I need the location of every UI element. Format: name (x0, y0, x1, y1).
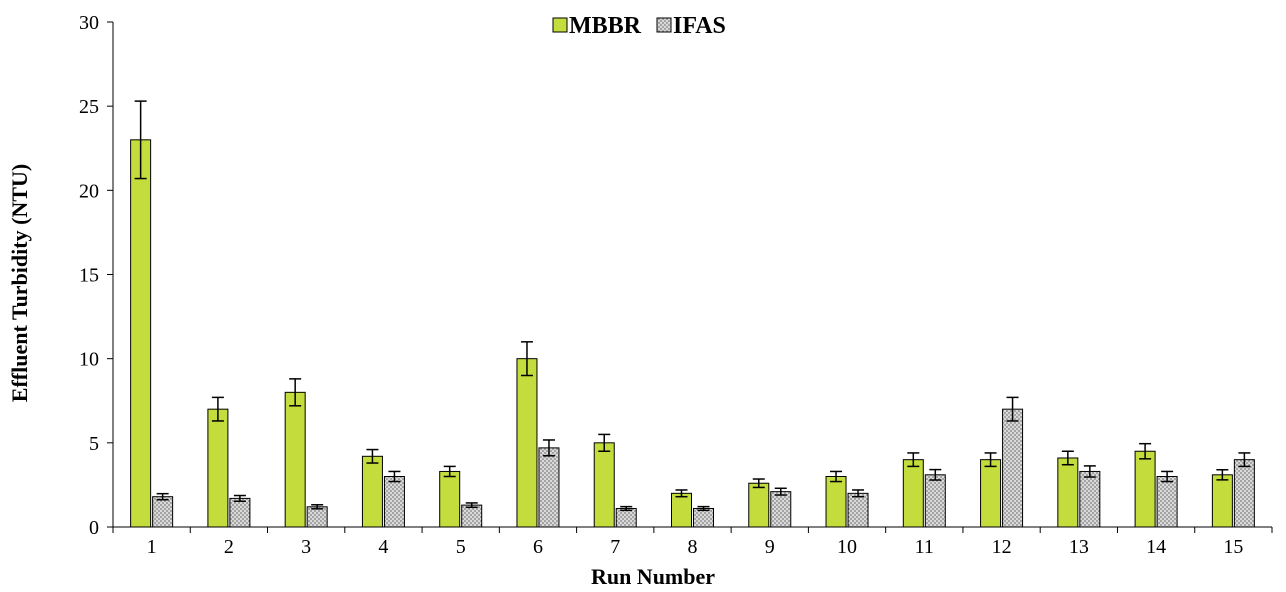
bar-ifas (615, 507, 637, 528)
bar-mbbr (825, 476, 847, 528)
y-axis: 0 5 10 15 20 25 30 (79, 12, 114, 539)
bar-mbbr (361, 455, 383, 528)
x-tick-label: 12 (992, 536, 1012, 558)
x-tick-label: 9 (765, 536, 775, 558)
error-bar-ifas (774, 487, 787, 496)
error-bar-mbbr (366, 448, 379, 464)
bar-mbbr (207, 408, 229, 528)
error-bars (134, 100, 1251, 512)
legend-item-mbbr: MBBR (552, 13, 642, 39)
bar-mbbr (284, 391, 306, 528)
legend-swatch (552, 17, 568, 33)
y-tick-label: 10 (79, 349, 99, 371)
bar-mbbr (1057, 457, 1079, 528)
x-tick-label: 7 (610, 536, 620, 558)
error-bar-mbbr (134, 100, 147, 180)
bar-mbbr (516, 358, 538, 528)
bar-mbbr (980, 459, 1002, 528)
bar-mbbr (593, 442, 615, 528)
error-bar-mbbr (520, 341, 533, 377)
error-bar-ifas (156, 492, 169, 501)
x-tick-label: 15 (1223, 536, 1243, 558)
bar-mbbr (1134, 450, 1156, 528)
bars (130, 139, 1255, 528)
error-bar-mbbr (984, 452, 997, 468)
bar-ifas (1156, 476, 1178, 528)
error-bar-ifas (233, 494, 246, 502)
x-tick-label: 2 (224, 536, 234, 558)
bar-ifas (152, 496, 174, 528)
x-axis: 1 2 3 4 5 6 7 8 9 10 11 12 13 14 15 (112, 526, 1273, 558)
bar-ifas (383, 476, 405, 528)
legend-swatch (656, 17, 672, 33)
x-tick-label: 14 (1146, 536, 1166, 558)
error-bar-ifas (1238, 452, 1251, 468)
legend: MBBR IFAS (552, 13, 726, 39)
error-bar-mbbr (752, 478, 765, 489)
legend-label: IFAS (673, 13, 726, 39)
error-bar-mbbr (289, 378, 302, 407)
bar-ifas (1002, 408, 1024, 528)
bar-mbbr (902, 459, 924, 528)
y-tick-label: 25 (79, 96, 99, 118)
error-bar-mbbr (598, 433, 611, 452)
error-bar-mbbr (830, 470, 843, 483)
error-bar-ifas (929, 468, 942, 481)
x-tick-label: 8 (688, 536, 698, 558)
y-tick-label: 20 (79, 180, 99, 202)
bar-mbbr (1211, 474, 1233, 528)
error-bar-ifas (852, 489, 865, 498)
error-bar-ifas (697, 505, 710, 512)
error-bar-mbbr (907, 452, 920, 468)
y-tick-label: 0 (89, 517, 99, 539)
error-bar-mbbr (675, 489, 688, 498)
error-bar-ifas (388, 470, 401, 483)
error-bar-ifas (1161, 470, 1174, 483)
error-bar-mbbr (211, 396, 224, 422)
legend-label: MBBR (569, 13, 642, 39)
error-bar-ifas (311, 504, 324, 510)
bar-mbbr (439, 470, 461, 528)
x-tick-label: 11 (915, 536, 934, 558)
error-bar-ifas (465, 502, 478, 509)
error-bar-mbbr (1139, 442, 1152, 460)
error-bar-ifas (620, 505, 633, 512)
x-axis-title: Run Number (591, 564, 715, 589)
bar-ifas (770, 491, 792, 528)
error-bar-ifas (1083, 465, 1096, 478)
x-tick-label: 6 (533, 536, 543, 558)
x-tick-label: 10 (837, 536, 857, 558)
x-tick-label: 1 (147, 536, 157, 558)
bar-ifas (1079, 470, 1101, 528)
x-tick-label: 13 (1069, 536, 1089, 558)
bar-ifas (229, 497, 251, 528)
error-bar-mbbr (443, 465, 456, 478)
x-tick-label: 5 (456, 536, 466, 558)
bar-ifas (306, 506, 328, 528)
y-axis-title: Effluent Turbidity (NTU) (7, 164, 32, 402)
error-bar-ifas (1006, 396, 1019, 422)
bar-ifas (693, 507, 714, 528)
bar-ifas (847, 492, 869, 528)
bar-mbbr (748, 482, 770, 528)
y-tick-label: 30 (79, 12, 99, 34)
legend-item-ifas: IFAS (656, 13, 726, 39)
bar-ifas (538, 447, 560, 528)
bar-mbbr (671, 492, 692, 528)
bar-ifas (1233, 459, 1255, 528)
x-tick-label: 3 (301, 536, 311, 558)
x-tick-label: 4 (378, 536, 388, 558)
y-tick-label: 5 (89, 433, 99, 455)
error-bar-ifas (542, 439, 555, 457)
bar-ifas (461, 504, 483, 528)
bar-mbbr (130, 139, 152, 528)
error-bar-mbbr (1061, 450, 1074, 466)
bar-ifas (924, 474, 946, 528)
error-bar-mbbr (1216, 469, 1229, 481)
y-tick-label: 15 (79, 265, 99, 287)
